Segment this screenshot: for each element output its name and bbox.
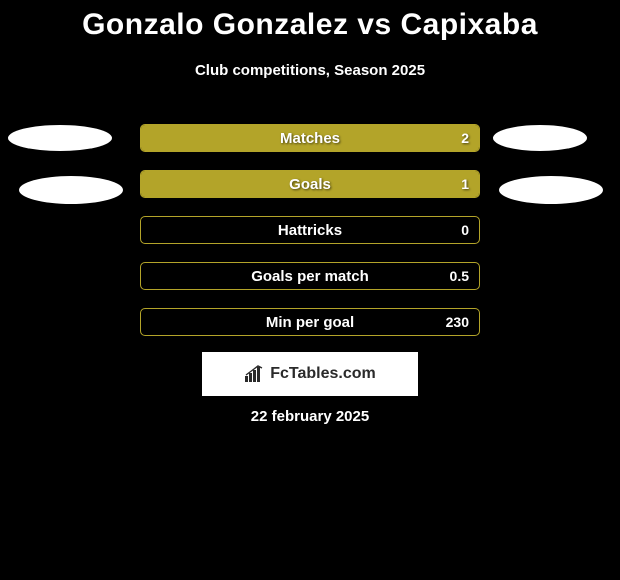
logo-text: FcTables.com [270,365,376,383]
stat-row-goals: Goals 1 [140,170,480,198]
chart-icon [244,365,266,383]
player-marker-left-2 [19,176,123,204]
stat-value: 2 [461,125,469,151]
date-label: 22 february 2025 [0,408,620,425]
stat-label: Goals per match [251,268,369,285]
comparison-infographic: Gonzalo Gonzalez vs Capixaba Club compet… [0,0,620,580]
page-subtitle: Club competitions, Season 2025 [0,62,620,79]
page-title: Gonzalo Gonzalez vs Capixaba [0,8,620,42]
stat-row-matches: Matches 2 [140,124,480,152]
stat-label: Matches [280,130,340,147]
stat-value: 0 [461,217,469,243]
stat-value: 230 [446,309,469,335]
stat-value: 1 [461,171,469,197]
player-marker-left-1 [8,125,112,151]
player-marker-right-2 [499,176,603,204]
stat-row-goals-per-match: Goals per match 0.5 [140,262,480,290]
stat-row-min-per-goal: Min per goal 230 [140,308,480,336]
stat-label: Goals [289,176,331,193]
stat-value: 0.5 [450,263,469,289]
player-marker-right-1 [493,125,587,151]
stat-label: Min per goal [266,314,354,331]
fctables-logo: FcTables.com [202,352,418,396]
stat-row-hattricks: Hattricks 0 [140,216,480,244]
stat-label: Hattricks [278,222,342,239]
